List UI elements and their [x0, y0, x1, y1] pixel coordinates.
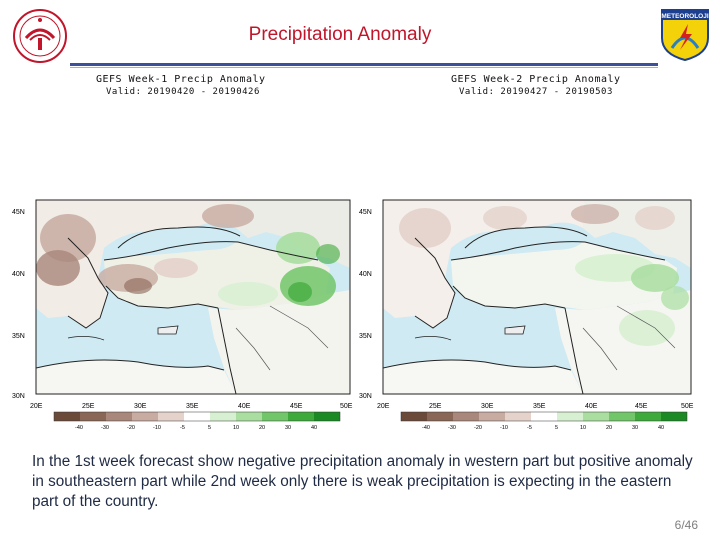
lon-label: 30E — [481, 403, 494, 410]
scale-label: 30 — [285, 425, 291, 431]
scale-label: 5 — [555, 425, 558, 431]
scale-label: 5 — [208, 425, 211, 431]
scale-label: 30 — [632, 425, 638, 431]
scale-label: -40 — [422, 425, 430, 431]
lon-label: 30E — [134, 403, 147, 410]
slide-title: Precipitation Anomaly — [248, 24, 432, 45]
week2-map-valid: Valid: 20190427 - 20190503 — [459, 87, 613, 97]
scale-label: 20 — [606, 425, 612, 431]
lon-label: 25E — [82, 403, 95, 410]
meteorology-emblem-text: METEOROLOJI — [661, 13, 709, 20]
black-sea — [118, 227, 240, 256]
meteorology-emblem-icon: METEOROLOJI — [661, 9, 709, 62]
week1-map-title: GEFS Week-1 Precip Anomaly — [96, 74, 266, 85]
university-seal-icon — [13, 9, 67, 63]
lat-label: 35N — [359, 333, 372, 340]
color-scale — [53, 411, 341, 422]
middle-east-land — [208, 290, 350, 394]
scale-label: 10 — [233, 425, 239, 431]
week1-anomaly-map: 45N 40N 35N 30N 20E 25E 30E 35E 40E 45E … — [12, 199, 353, 431]
scale-label: 20 — [259, 425, 265, 431]
scale-label: -10 — [153, 425, 161, 431]
scale-label: -5 — [180, 425, 185, 431]
scale-label: -40 — [75, 425, 83, 431]
scale-label: -30 — [448, 425, 456, 431]
slide-caption: In the 1st week forecast show negative p… — [32, 453, 693, 510]
lat-label: 30N — [12, 393, 25, 400]
scale-label: 40 — [658, 425, 664, 431]
lat-label: 35N — [12, 333, 25, 340]
week2-anomaly-map: 45N 40N 35N 30N 20E 25E 30E 35E 40E 45E … — [359, 199, 694, 431]
lon-label: 35E — [186, 403, 199, 410]
africa-land — [36, 360, 236, 394]
week2-map-panel: GEFS Week-2 Precip Anomaly Valid: 201904… — [355, 70, 694, 431]
scale-label: -20 — [127, 425, 135, 431]
lon-label: 50E — [681, 403, 694, 410]
scale-label: 40 — [311, 425, 317, 431]
lon-label: 25E — [429, 403, 442, 410]
week1-map-valid: Valid: 20190420 - 20190426 — [106, 87, 260, 97]
lon-label: 50E — [340, 403, 353, 410]
lon-label: 20E — [30, 403, 43, 410]
title-underline-thin — [70, 67, 658, 68]
lon-label: 40E — [585, 403, 598, 410]
lat-label: 45N — [12, 209, 25, 216]
slide-number: 6/46 — [674, 518, 698, 532]
week1-map-panel: GEFS Week-1 Precip Anomaly Valid: 201904… — [8, 70, 353, 431]
lat-label: 40N — [12, 271, 25, 278]
scale-label: 10 — [580, 425, 586, 431]
scale-label: -20 — [474, 425, 482, 431]
scale-label: -5 — [527, 425, 532, 431]
lon-label: 35E — [533, 403, 546, 410]
scale-label: -10 — [500, 425, 508, 431]
title-underline — [70, 63, 658, 66]
lon-label: 45E — [290, 403, 303, 410]
lat-label: 30N — [359, 393, 372, 400]
lon-label: 45E — [635, 403, 648, 410]
lat-label: 40N — [359, 271, 372, 278]
lon-label: 20E — [377, 403, 390, 410]
week2-map-title: GEFS Week-2 Precip Anomaly — [451, 74, 621, 85]
lon-label: 40E — [238, 403, 251, 410]
scale-label: -30 — [101, 425, 109, 431]
africa-land — [383, 360, 583, 394]
lat-label: 45N — [359, 209, 372, 216]
color-scale — [400, 411, 688, 422]
black-sea — [465, 227, 587, 256]
